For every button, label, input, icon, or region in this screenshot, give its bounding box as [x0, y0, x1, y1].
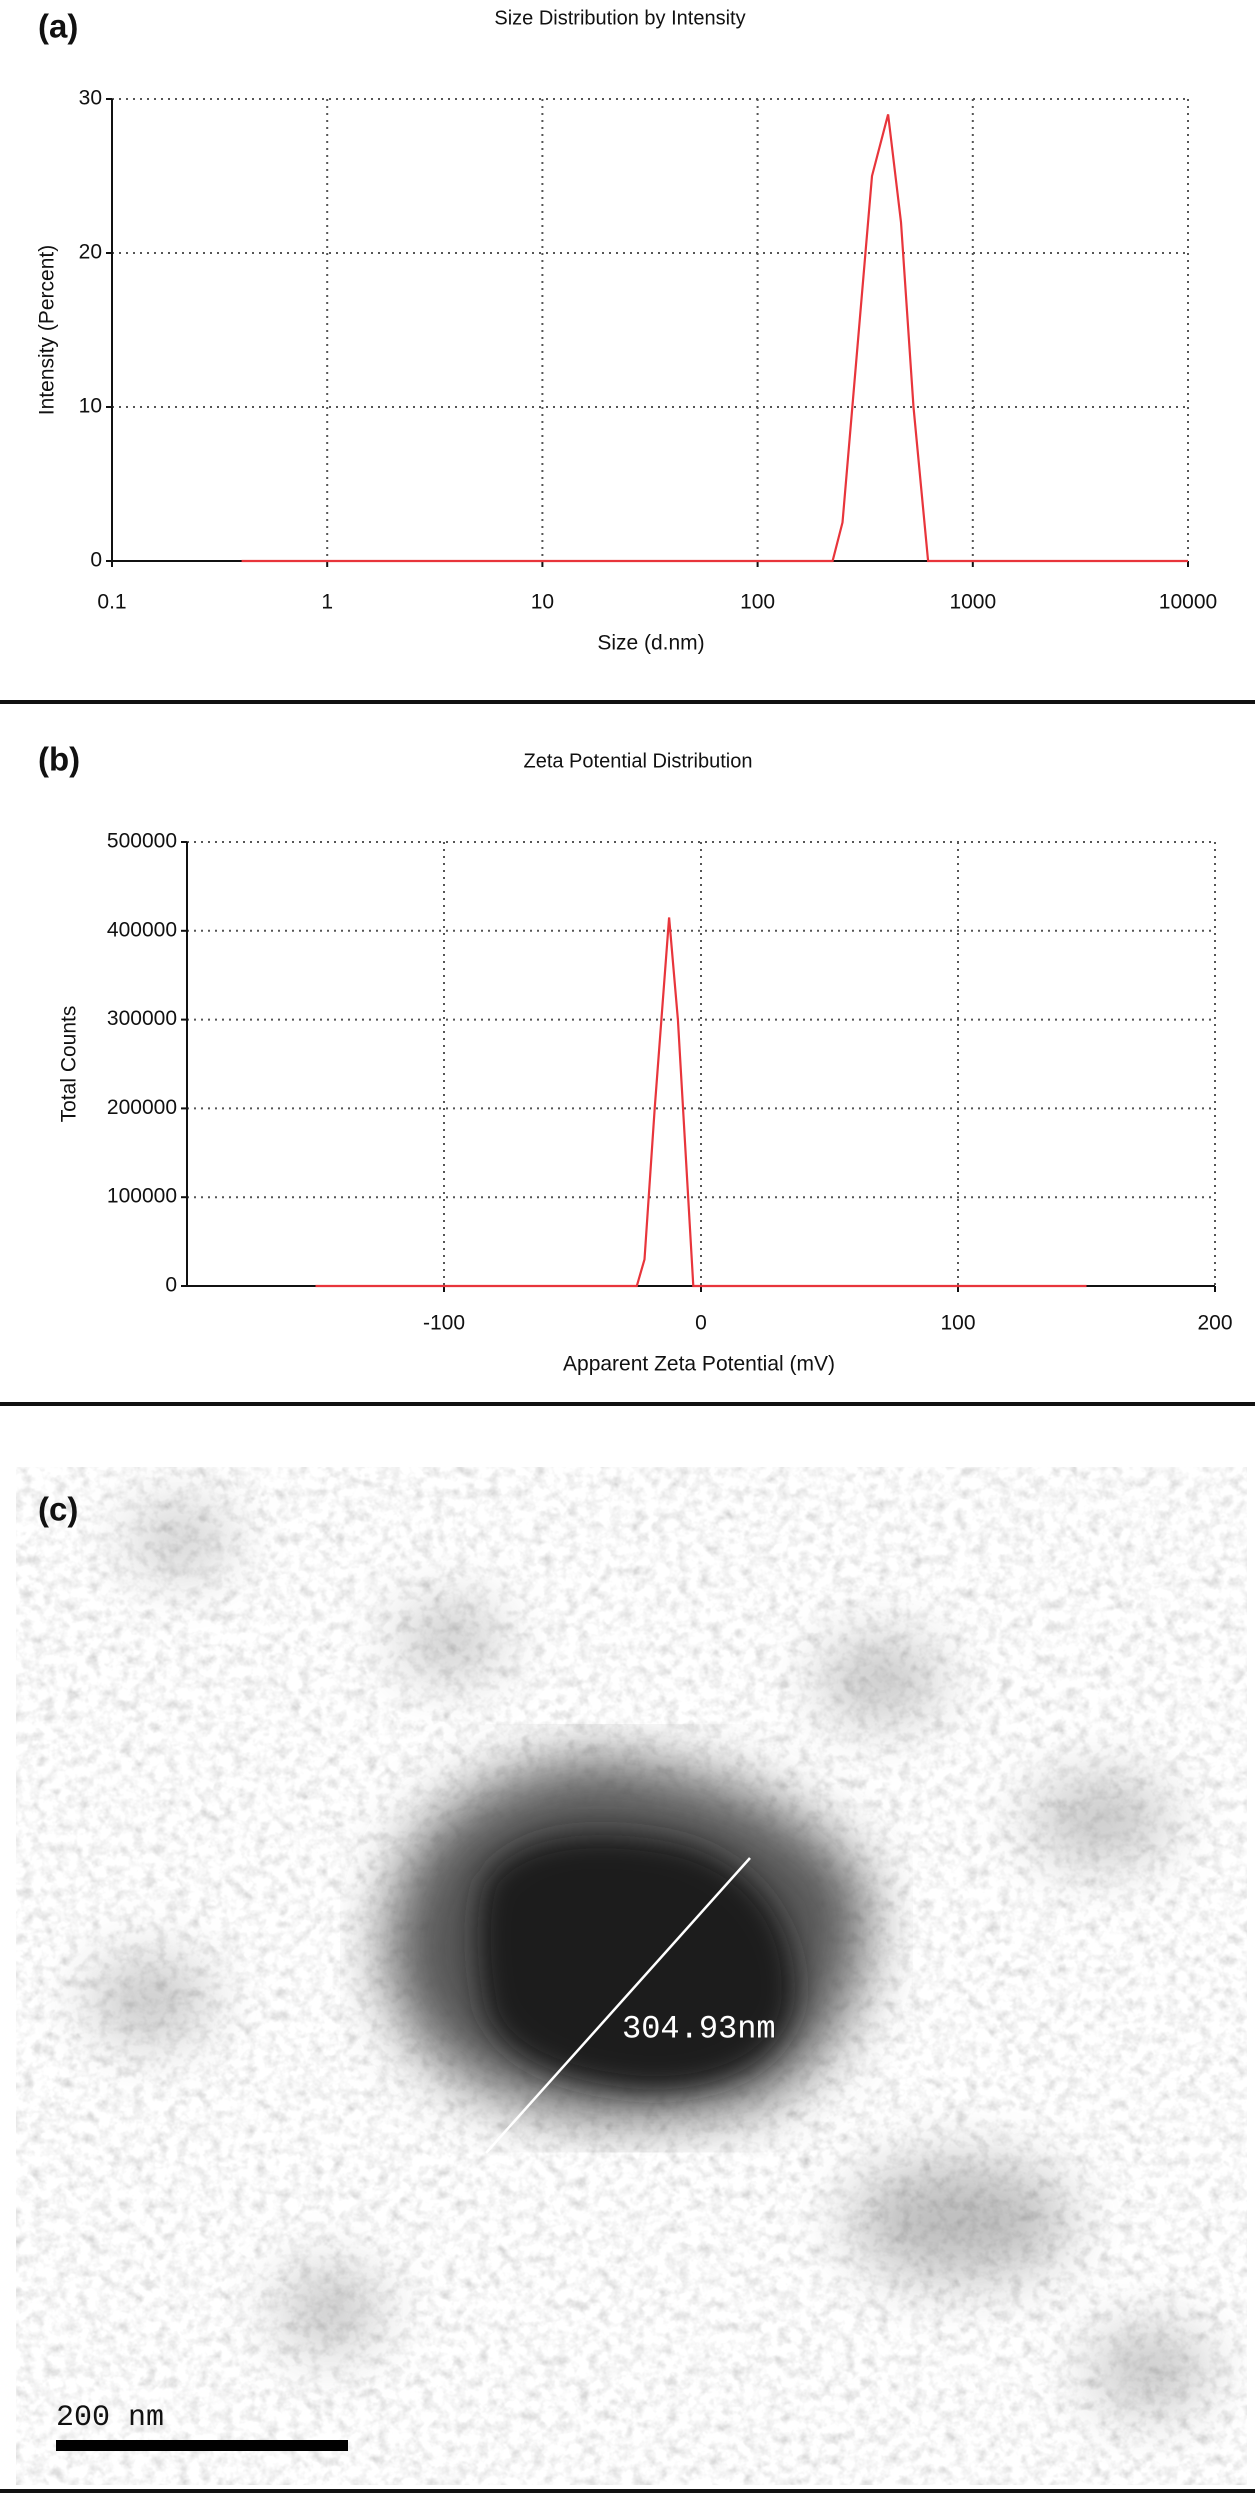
measurement-label: 304.93nm [622, 2010, 776, 2047]
x-tick-label: -100 [423, 1312, 465, 1335]
tem-image: 304.93nm 200 nm (c) [16, 1467, 1247, 2485]
x-axis-label: Size (d.nm) [597, 632, 704, 655]
y-tick-label: 10 [79, 395, 102, 418]
y-tick-label: 0 [165, 1274, 177, 1297]
chart-title: Size Distribution by Intensity [494, 7, 745, 29]
y-tick-label: 100000 [107, 1185, 177, 1208]
scale-bar [56, 2440, 348, 2451]
y-axis-label: Total Counts [58, 1006, 81, 1123]
y-tick-label: 30 [79, 87, 102, 110]
image-texture [90, 1510, 1210, 2410]
particle-core [477, 1834, 796, 2090]
x-tick-label: 1000 [949, 591, 996, 614]
x-tick-label: 1 [321, 591, 333, 614]
x-axis-label: Apparent Zeta Potential (mV) [563, 1353, 835, 1376]
x-tick-label: 100 [740, 591, 775, 614]
x-tick-label: 10000 [1159, 591, 1217, 614]
data-line [241, 114, 1188, 563]
x-tick-label: 10 [531, 591, 554, 614]
y-tick-label: 200000 [107, 1096, 177, 1119]
y-tick-label: 500000 [107, 830, 177, 853]
measurement-line [485, 1857, 751, 2154]
data-line [315, 917, 1087, 1288]
y-tick-label: 300000 [107, 1007, 177, 1030]
chart-title: Zeta Potential Distribution [523, 750, 752, 772]
x-tick-label: 200 [1197, 1312, 1232, 1335]
y-axis-label: Intensity (Percent) [36, 245, 59, 415]
panel-label: (c) [38, 1491, 78, 1528]
panel-label: (b) [38, 741, 80, 778]
y-tick-label: 20 [79, 241, 102, 264]
x-tick-label: 0 [695, 1312, 707, 1335]
x-tick-label: 0.1 [97, 591, 126, 614]
x-tick-label: 100 [940, 1312, 975, 1335]
panel-label: (a) [38, 8, 78, 45]
y-tick-label: 0 [90, 549, 102, 572]
scale-bar-label: 200 nm [56, 2401, 164, 2435]
y-tick-label: 400000 [107, 918, 177, 941]
